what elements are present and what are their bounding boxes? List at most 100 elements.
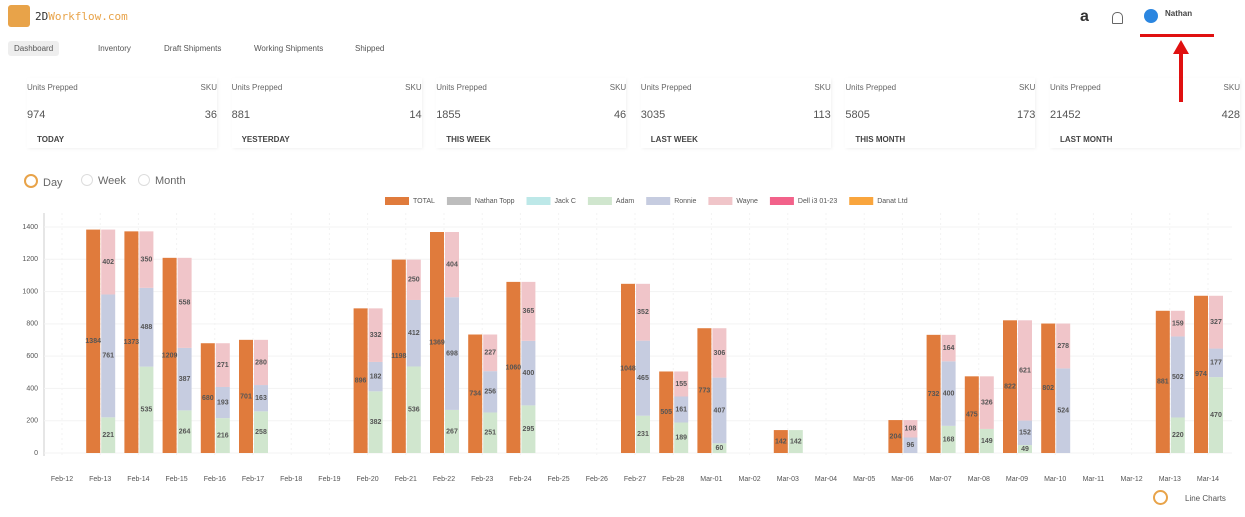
data-label: 412: [408, 330, 420, 337]
data-label: 149: [981, 438, 993, 445]
stat-sku: 428: [1221, 109, 1240, 121]
toggle-label[interactable]: Line Charts: [1185, 494, 1226, 503]
stat-sku: 14: [409, 109, 422, 121]
bar: [254, 385, 268, 412]
data-label: 164: [943, 345, 955, 352]
x-tick-label: Feb-17: [242, 476, 264, 483]
data-label: 732: [928, 391, 940, 398]
legend-swatch: [849, 197, 874, 205]
stat-period: LAST MONTH: [1060, 135, 1113, 144]
nav-item[interactable]: Draft Shipments: [164, 44, 222, 53]
stat-card: Units Prepped SKU 5805 173 THIS MONTH: [845, 78, 1035, 148]
radio-label[interactable]: Month: [155, 175, 186, 187]
bar: [1056, 323, 1071, 369]
x-tick-label: Mar-11: [1083, 476, 1105, 483]
data-label: 400: [943, 390, 955, 397]
stat-card: Units Prepped SKU 3035 113 LAST WEEK: [641, 78, 831, 148]
avatar[interactable]: [1144, 9, 1158, 23]
x-tick-label: Mar-10: [1044, 476, 1066, 483]
stat-period: YESTERDAY: [241, 135, 290, 144]
y-tick-label: 400: [26, 385, 38, 392]
bar: [903, 437, 918, 453]
bar: [1209, 348, 1223, 378]
bar: [177, 257, 192, 348]
bar: [124, 231, 139, 453]
x-tick-label: Mar-06: [891, 476, 913, 483]
user-name[interactable]: Nathan: [1165, 9, 1193, 18]
legend-swatch: [526, 197, 551, 205]
legend-swatch: [646, 197, 671, 205]
period-radio[interactable]: Day: [24, 174, 63, 189]
data-label: 264: [179, 429, 191, 436]
radio-dot[interactable]: [24, 174, 38, 188]
data-label: 271: [217, 362, 229, 369]
bar: [636, 415, 650, 453]
stat-sku-label: SKU: [1223, 83, 1240, 92]
bar: [941, 361, 956, 426]
stat-units: 3035: [640, 109, 666, 121]
bar: [773, 430, 788, 453]
data-label: 1198: [391, 353, 406, 360]
bar: [86, 229, 101, 453]
data-label: 680: [202, 395, 214, 402]
data-label: 1373: [124, 339, 140, 346]
x-tick-label: Feb-23: [471, 476, 493, 483]
x-tick-label: Feb-16: [204, 476, 226, 483]
bar: [659, 371, 674, 453]
data-label: 505: [660, 409, 672, 416]
stat-sku: 36: [204, 109, 217, 121]
bar: [903, 420, 918, 438]
bar: [162, 257, 177, 453]
stat-card: Units Prepped SKU 881 14 YESTERDAY: [232, 78, 422, 148]
bar: [1041, 323, 1056, 453]
bar: [1170, 336, 1185, 418]
bar: [712, 443, 727, 453]
bar: [1155, 310, 1170, 453]
x-tick-label: Feb-26: [586, 476, 608, 483]
radio-label[interactable]: Day: [43, 177, 63, 189]
stat-sku-label: SKU: [1018, 83, 1036, 92]
x-tick-label: Feb-20: [357, 476, 379, 483]
nav-item[interactable]: Inventory: [98, 44, 131, 53]
radio-dot[interactable]: [81, 174, 93, 186]
nav-item[interactable]: Working Shipments: [254, 44, 324, 53]
bar: [368, 361, 383, 392]
bar: [406, 299, 421, 367]
x-tick-label: Mar-13: [1159, 476, 1181, 483]
stat-period: THIS MONTH: [855, 135, 906, 144]
bar: [788, 430, 803, 453]
legend-label: Dell i3 01-23: [798, 198, 837, 205]
data-label: 896: [355, 378, 367, 385]
period-radio[interactable]: Week: [81, 174, 126, 187]
data-label: 974: [1195, 371, 1207, 378]
brand: 2DWorkflow.com: [35, 10, 128, 23]
x-tick-label: Mar-03: [777, 476, 799, 483]
y-tick-label: 0: [34, 450, 38, 457]
y-tick-label: 1000: [22, 288, 38, 295]
period-radio[interactable]: Month: [138, 174, 186, 187]
data-label: 470: [1210, 412, 1222, 419]
x-tick-label: Feb-13: [89, 476, 111, 483]
nav-item[interactable]: Shipped: [355, 44, 385, 53]
bar: [1018, 420, 1032, 446]
legend-swatch: [769, 197, 794, 205]
data-label: 350: [141, 256, 153, 263]
legend-swatch: [446, 197, 471, 205]
data-label: 773: [699, 387, 711, 394]
bar: [521, 340, 536, 406]
data-label: 278: [1057, 343, 1069, 350]
legend-swatch: [708, 197, 733, 205]
bell-icon[interactable]: [1112, 12, 1123, 24]
radio-dot[interactable]: [138, 174, 150, 186]
nav-item[interactable]: Dashboard: [8, 41, 60, 56]
data-label: 216: [217, 432, 229, 439]
data-label: 502: [1172, 374, 1184, 381]
bar: [979, 376, 994, 429]
data-label: 1048: [620, 365, 636, 372]
toggle[interactable]: [1153, 490, 1168, 505]
radio-label[interactable]: Week: [98, 175, 126, 187]
stat-card: Units Prepped SKU 974 36 TODAY: [27, 78, 217, 148]
bar: [254, 411, 268, 453]
amazon-icon[interactable]: a: [1080, 8, 1089, 25]
bar: [254, 339, 268, 386]
